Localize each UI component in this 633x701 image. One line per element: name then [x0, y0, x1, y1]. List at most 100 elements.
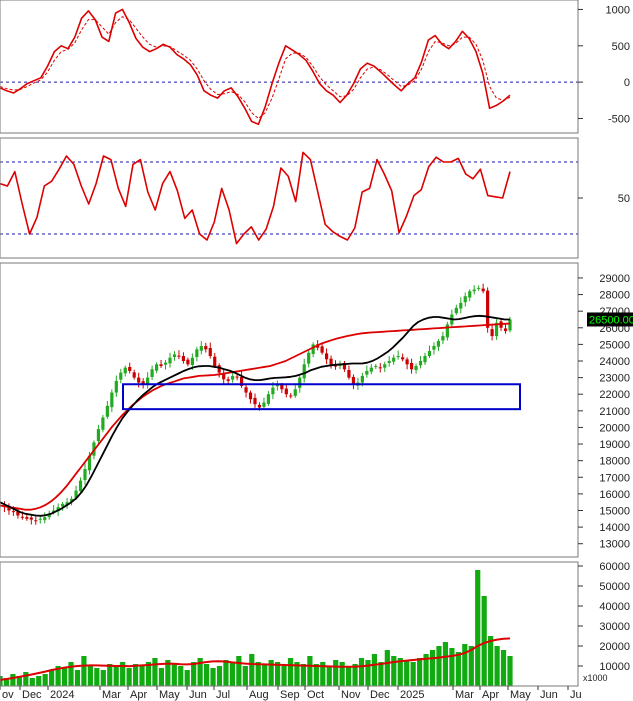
candle-body: [432, 346, 436, 350]
volume-bar: [268, 660, 274, 686]
volume-bar: [365, 660, 371, 686]
candle-body: [204, 346, 208, 350]
candle-body: [284, 388, 288, 395]
candle-body: [414, 365, 418, 370]
candle-body: [486, 290, 490, 328]
x-tick-label: 2025: [400, 689, 424, 701]
price-ytick-label: 16000: [599, 489, 630, 501]
x-tick-label: Apr: [130, 689, 147, 701]
volume-bar: [371, 654, 378, 686]
volume-bar: [171, 664, 177, 686]
candle-body: [11, 511, 16, 513]
volume-bar: [81, 656, 87, 686]
volume-bar: [152, 658, 158, 686]
candle-body: [298, 377, 302, 388]
candle-body: [369, 367, 373, 372]
macd-line: [0, 8, 511, 126]
x-tick-label: May: [159, 689, 180, 701]
volume-bar: [139, 666, 145, 686]
volume-bar: [61, 668, 68, 686]
candle-body: [302, 364, 306, 379]
volume-bar: [500, 650, 507, 686]
candle-body: [333, 365, 338, 367]
candle-body: [105, 405, 109, 417]
volume-bar: [417, 658, 423, 686]
volume-bar: [242, 666, 248, 686]
price-panel: 2900028000270002600025000240002300022000…: [0, 262, 633, 558]
candle-body: [29, 517, 33, 520]
candle-body: [396, 356, 400, 358]
candle-body: [383, 364, 387, 368]
x-tick-label: Dec: [22, 689, 42, 701]
candle-body: [459, 302, 463, 309]
rsi-ytick-label: 50: [618, 193, 630, 205]
volume-bar: [49, 670, 55, 686]
volume-bar: [281, 666, 287, 686]
candle-body: [405, 359, 409, 365]
x-tick-label: Apr: [482, 689, 499, 701]
volume-bar: [442, 642, 449, 686]
volume-bar: [223, 660, 229, 686]
price-ytick-label: 17000: [599, 472, 630, 484]
candle-body: [463, 296, 467, 303]
candle-body: [87, 455, 92, 471]
volume-bar: [87, 666, 93, 686]
volume-bar: [481, 596, 487, 686]
candle-body: [47, 513, 51, 518]
candle-body: [248, 392, 253, 400]
candle-body: [38, 518, 42, 520]
candle-body: [172, 354, 177, 358]
x-tick-label: Ju: [570, 689, 582, 701]
candle-body: [289, 395, 293, 397]
volume-bar: [346, 666, 352, 686]
volume-bar: [74, 670, 81, 686]
candle-body: [7, 505, 11, 511]
candle-body: [342, 362, 347, 370]
candle-body: [271, 387, 275, 395]
candle-body: [454, 307, 458, 314]
volume-bar: [249, 654, 255, 686]
x-tick-label: Aug: [249, 689, 269, 701]
volume-bar: [468, 646, 474, 686]
candle-body: [159, 364, 163, 366]
rsi-panel: 50: [0, 137, 630, 259]
volume-bar: [23, 672, 29, 686]
x-tick-label: Nov: [341, 689, 361, 701]
macd-panel: 1000 500 0 -500: [0, 0, 630, 134]
volume-bar: [178, 666, 184, 686]
volume-bar: [429, 650, 436, 686]
candle-body: [409, 362, 414, 370]
candle-body: [235, 376, 239, 378]
candle-body: [119, 372, 123, 380]
macd-ytick-label: 500: [612, 41, 630, 53]
macd-signal-line: [0, 16, 511, 119]
price-ytick-label: 13000: [599, 539, 630, 551]
candle-body: [392, 357, 396, 362]
price-ytick-label: 28000: [599, 290, 630, 302]
candle-body: [43, 517, 47, 521]
candle-body: [445, 324, 449, 338]
x-tick-label: May: [510, 689, 531, 701]
volume-ytick-label: 10000: [599, 661, 630, 673]
candle-body: [427, 351, 432, 357]
volume-bar: [100, 670, 106, 686]
volume-bar: [462, 644, 468, 686]
candle-body: [311, 344, 315, 355]
candle-body: [110, 392, 114, 408]
x-tick-label: Jun: [540, 689, 558, 701]
candle-body: [83, 468, 87, 480]
candle-body: [508, 319, 512, 331]
candle-body: [320, 346, 324, 353]
support-zone-box: [122, 383, 521, 411]
candle-body: [154, 364, 159, 371]
volume-bar: [436, 646, 442, 686]
candle-body: [20, 516, 24, 518]
volume-bar: [68, 662, 74, 686]
candle-body: [360, 375, 364, 383]
candle-body: [244, 387, 248, 393]
macd-panel-border: [0, 0, 579, 134]
candle-body: [181, 356, 186, 361]
volume-bar: [165, 660, 171, 686]
candle-body: [378, 367, 382, 369]
candle-body: [472, 289, 476, 292]
